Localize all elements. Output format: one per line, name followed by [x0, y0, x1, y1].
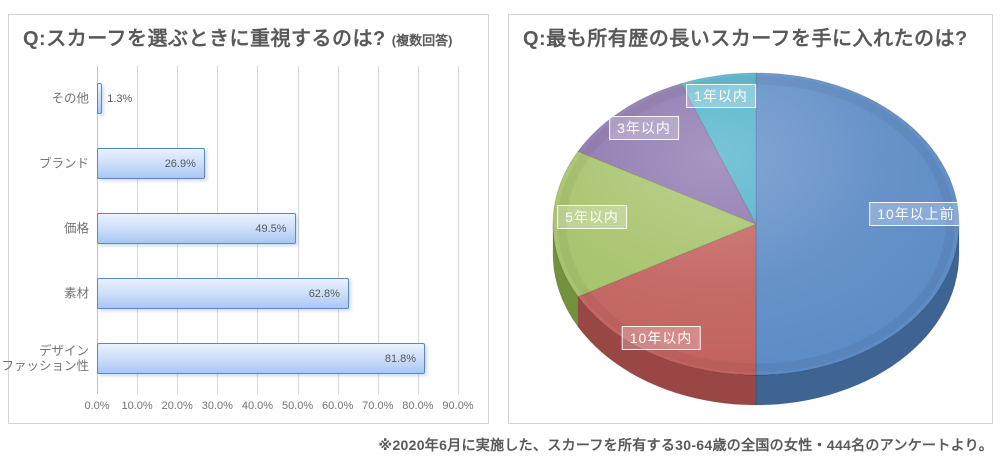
x-axis-tick: 30.0%: [201, 400, 233, 412]
x-axis-tick: 80.0%: [402, 400, 434, 412]
pie-sheen-overlay: [553, 73, 959, 375]
gridline: [417, 66, 419, 394]
category-label: ブランド: [38, 156, 89, 170]
category-label: 素材: [63, 286, 89, 300]
x-axis-tick: 60.0%: [322, 400, 354, 412]
x-axis-tick: 50.0%: [281, 400, 314, 412]
gridline: [377, 66, 379, 394]
pie-chart-title: Q:最も所有歴の長いスカーフを手に入れたのは?: [523, 28, 968, 50]
pie-chart-area: 10年以上前 10年以内 5年以内 3年以内 1年以内: [516, 61, 986, 421]
category-label: 価格: [63, 221, 89, 235]
category-label: その他: [51, 91, 89, 105]
bar-chart-title-text: Q:スカーフを選ぶときに重視するのは?: [23, 28, 386, 50]
x-axis-tick: 20.0%: [161, 400, 193, 412]
pie-slice-label: 10年以上前: [869, 202, 963, 226]
bar: 26.9%: [97, 148, 205, 179]
bar-chart-title: Q:スカーフを選ぶときに重視するのは? (複数回答): [23, 27, 478, 51]
pie-slice-label: 1年以内: [686, 84, 756, 108]
pie-slice-label: 5年以内: [557, 205, 627, 229]
pie-slice-label: 10年以内: [621, 326, 701, 350]
bar: 62.8%: [97, 278, 349, 309]
gridline: [458, 66, 459, 394]
bar-chart-panel: Q:スカーフを選ぶときに重視するのは? (複数回答) 1.3% その他 26.9% ブ…: [1, 14, 489, 424]
bar: 49.5%: [97, 213, 296, 244]
bar-value-label: 81.8%: [384, 352, 417, 365]
source-note: ※2020年6月に実施した、スカーフを所有する30-64歳の全国の女性・444名…: [378, 437, 993, 453]
x-axis-tick: 10.0%: [121, 400, 153, 412]
bar-value-label: 26.9%: [164, 157, 196, 170]
bar-chart-title-note: (複数回答): [391, 33, 453, 48]
pie-3d-graphic: [552, 72, 960, 406]
pie-chart-panel: Q:最も所有歴の長いスカーフを手に入れたのは? 10年以上前 10年以内 5年以内 3…: [508, 14, 993, 424]
gridline: [337, 66, 339, 394]
bar-value-label: 1.3%: [107, 92, 133, 105]
category-label: デザイン ファッション性: [1, 343, 89, 373]
x-axis-tick: 90.0%: [442, 400, 474, 412]
x-axis-tick: 70.0%: [362, 400, 394, 412]
bar-chart-plot-area: 1.3% その他 26.9% ブランド 49.5% 価格 62.8% 素材 81.8% デザイン …: [1, 66, 474, 412]
gridline: [297, 66, 299, 394]
bar-value-label: 62.8%: [308, 287, 340, 300]
x-axis-tick: 40.0%: [241, 400, 274, 412]
pie-slice-label: 3年以内: [609, 116, 679, 140]
bar-value-label: 49.5%: [255, 222, 287, 235]
bar: 1.3%: [97, 83, 132, 114]
x-axis-tick: 0.0%: [84, 400, 110, 412]
bar: 81.8%: [97, 343, 426, 374]
